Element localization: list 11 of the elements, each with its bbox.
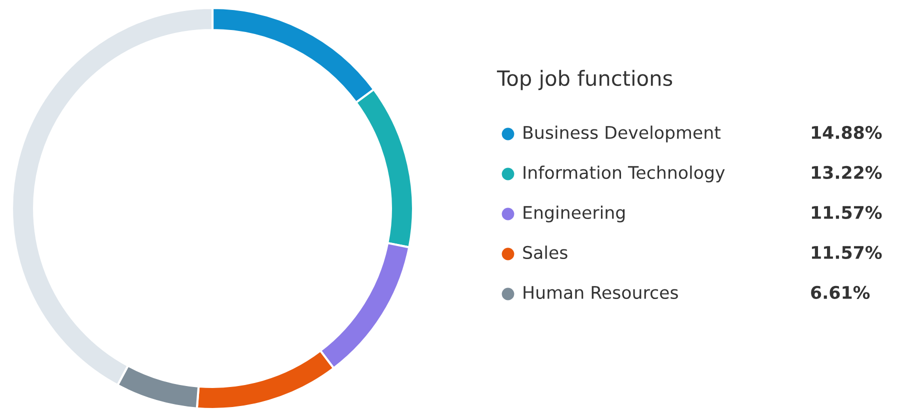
- legend-label: Business Development: [524, 126, 721, 142]
- legend-label: Engineering: [524, 206, 625, 222]
- data-label: 13.22%: [812, 166, 882, 180]
- data-label: 11.57%: [812, 246, 882, 260]
- legend-label: Information Technology: [524, 166, 725, 182]
- text: Top job functions: [496, 70, 672, 90]
- data-label: 11.57%: [812, 206, 882, 220]
- data-label: 6.61%: [811, 286, 870, 300]
- legend-label: Sales: [523, 246, 568, 260]
- data-label: 14.88%: [812, 126, 882, 140]
- legend-label: Human Resources: [524, 286, 678, 300]
